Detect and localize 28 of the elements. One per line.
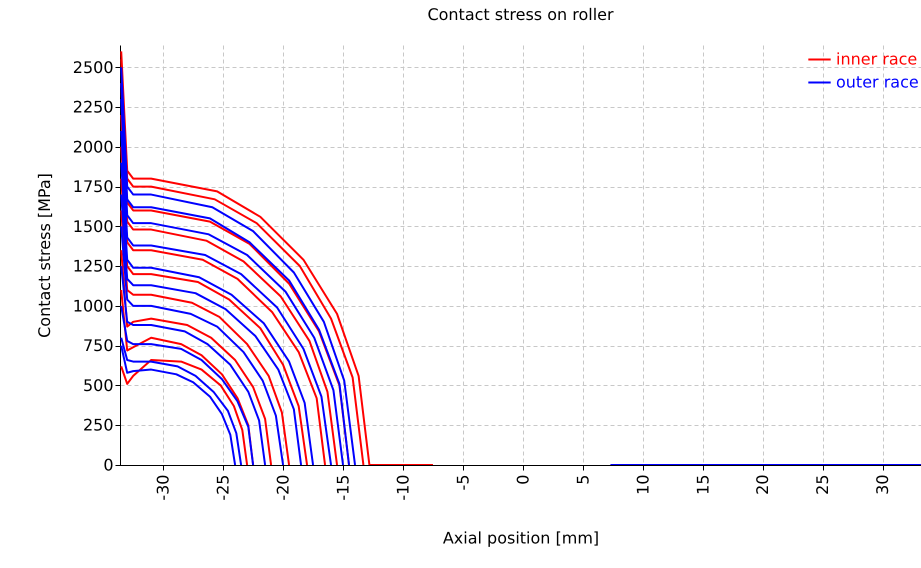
x-tick-label: -5: [453, 474, 472, 490]
y-tick-label: 2250: [72, 98, 114, 117]
y-tick-label: 2500: [72, 58, 114, 77]
y-tick-label: 1250: [72, 256, 114, 276]
x-tick-label: -15: [334, 474, 353, 501]
chart-title: Contact stress on roller: [427, 5, 614, 24]
y-tick-label: 250: [82, 416, 114, 435]
x-axis-title: Axial position [mm]: [442, 528, 600, 548]
x-tick-label: 5: [573, 474, 592, 485]
x-tick-label: 30: [873, 474, 892, 495]
x-tick-label: 10: [633, 474, 652, 495]
x-tick-label: 25: [813, 474, 832, 495]
y-tick-label: 2000: [72, 137, 114, 156]
y-tick-label: 750: [82, 336, 114, 356]
legend-label: inner race: [836, 50, 918, 68]
x-tick-label: 15: [693, 474, 712, 495]
x-tick-label: 0: [513, 474, 532, 485]
y-tick-label: 1500: [72, 216, 114, 236]
legend-label: outer race: [836, 72, 919, 92]
x-tick-label: -30: [154, 474, 173, 501]
y-tick-label: 1000: [72, 296, 114, 316]
y-tick-label: 1750: [72, 177, 114, 196]
x-tick-label: -25: [214, 474, 233, 501]
x-tick-label: -10: [393, 474, 412, 501]
x-tick-label: 20: [753, 474, 772, 495]
y-tick-label: 500: [82, 376, 114, 395]
y-axis-title: Contact stress [MPa]: [34, 173, 54, 338]
x-tick-label: -20: [274, 474, 293, 501]
